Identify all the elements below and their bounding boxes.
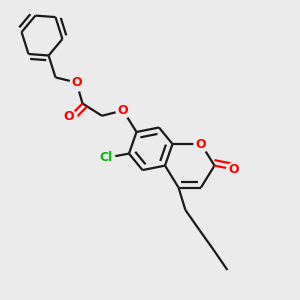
Text: Cl: Cl xyxy=(100,151,113,164)
Text: O: O xyxy=(64,110,74,124)
Text: O: O xyxy=(118,104,128,117)
Text: O: O xyxy=(229,163,239,176)
Text: O: O xyxy=(196,137,206,151)
Text: O: O xyxy=(71,76,82,89)
